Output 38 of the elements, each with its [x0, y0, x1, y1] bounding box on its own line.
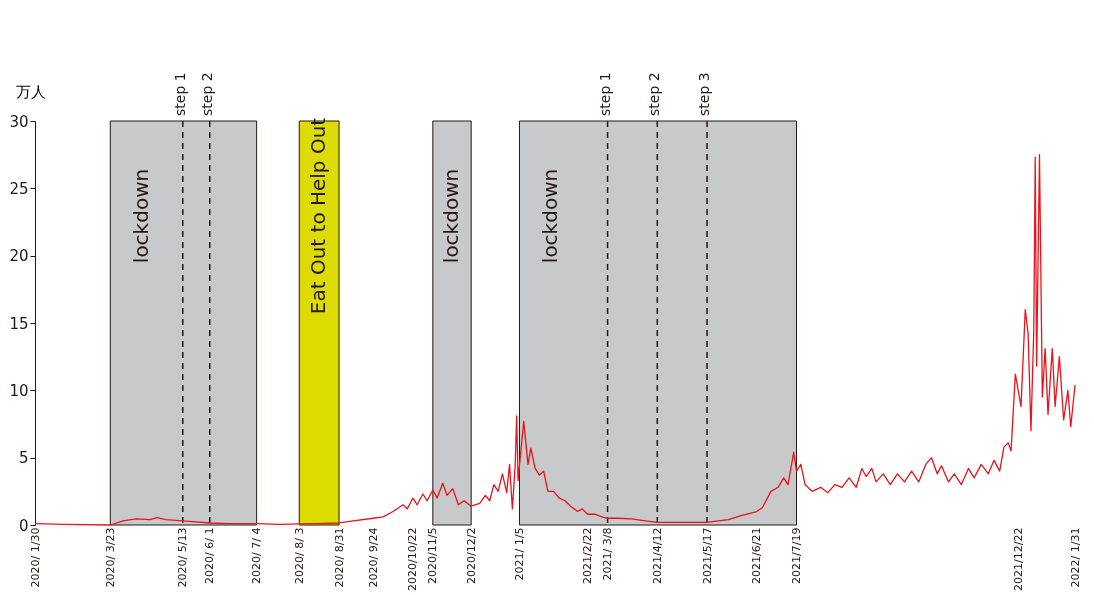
- line-series: [34, 154, 1076, 526]
- x-tick-label: 2020/ 6/ 1: [203, 527, 217, 584]
- x-tick-label: 2020/11/5: [426, 527, 440, 584]
- ref-line-label: step 3: [696, 72, 713, 116]
- x-tick-label: 2020/ 1/30: [28, 527, 42, 588]
- x-tick-label: 2020/ 5/13: [176, 527, 190, 588]
- y-axis-title: 万人: [15, 82, 46, 101]
- x-tick-label: 2021/ 1/5: [512, 527, 526, 581]
- x-tick-label: 2022/ 1/31: [1068, 527, 1082, 588]
- band-label: lockdown: [537, 168, 562, 264]
- ref-line-label: step 2: [646, 72, 663, 116]
- band-label: lockdown: [438, 168, 463, 264]
- x-tick-label: 2020/ 3/23: [103, 527, 117, 588]
- x-tick-label: 2020/ 9/24: [366, 527, 380, 588]
- x-tick-label: 2021/ 3/8: [601, 527, 615, 581]
- x-tick-label: 2020/10/22: [406, 527, 420, 591]
- x-tick-label: 2021/4/12: [650, 527, 664, 584]
- band-label: lockdown: [128, 168, 153, 264]
- x-tick-label: 2021/7/19: [790, 527, 804, 584]
- x-tick-label: 2020/12/2: [464, 527, 478, 584]
- y-tick-label: 10: [9, 381, 29, 400]
- x-tick-label: 2021/6/21: [750, 527, 764, 584]
- y-tick-label: 0: [18, 516, 29, 535]
- y-tick-label: 30: [9, 112, 29, 131]
- x-tick-label: 2020/ 7/ 4: [250, 527, 264, 584]
- x-tick-label: 2021/2/22: [581, 527, 595, 584]
- x-tick-label: 2021/5/17: [700, 527, 714, 584]
- x-tick-label: 2020/ 8/ 3: [292, 527, 306, 584]
- band-label: Eat Out to Help Out: [306, 117, 331, 315]
- y-tick-label: 25: [9, 179, 29, 198]
- y-tick-label: 20: [9, 247, 29, 266]
- x-tick-label: 2020/ 8/31: [332, 527, 346, 588]
- x-tick-label: 2021/12/22: [1011, 527, 1025, 591]
- ref-line-label: step 1: [171, 72, 188, 116]
- ref-line-label: step 2: [198, 72, 215, 116]
- y-tick-label: 5: [18, 449, 29, 468]
- y-tick-label: 15: [9, 314, 29, 333]
- ref-line-label: step 1: [596, 72, 613, 116]
